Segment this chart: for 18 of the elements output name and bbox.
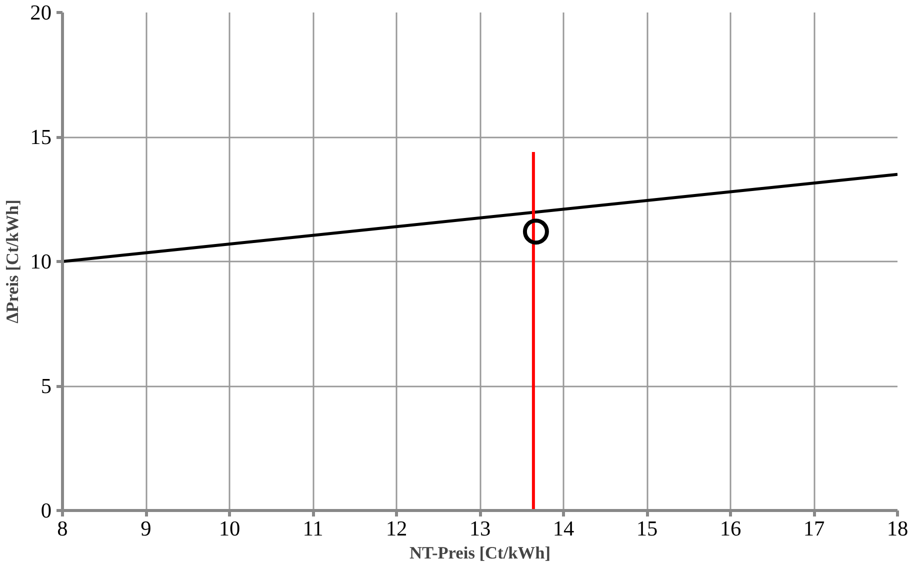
- x-tick-label: 16: [720, 516, 742, 540]
- y-tick-label: 10: [30, 250, 52, 274]
- y-tick-label: 0: [40, 498, 52, 522]
- x-tick-label: 18: [886, 516, 908, 540]
- y-tick-label: 15: [30, 125, 52, 149]
- y-tick-label: 5: [40, 374, 52, 398]
- x-tick-label: 17: [803, 516, 825, 540]
- x-tick-label: 10: [218, 516, 240, 540]
- x-tick-label: 12: [386, 516, 408, 540]
- x-tick-label: 13: [469, 516, 491, 540]
- x-tick-label: 14: [552, 516, 574, 540]
- x-axis-title: NT-Preis [Ct/kWh]: [409, 544, 551, 562]
- x-tick-label: 15: [636, 516, 658, 540]
- x-tick-label: 9: [140, 516, 152, 540]
- y-axis-title: ΔPreis [Ct/kWh]: [3, 200, 22, 324]
- y-tick-label: 20: [30, 0, 52, 24]
- x-tick-label: 8: [57, 516, 68, 540]
- x-tick-label: 11: [302, 516, 324, 540]
